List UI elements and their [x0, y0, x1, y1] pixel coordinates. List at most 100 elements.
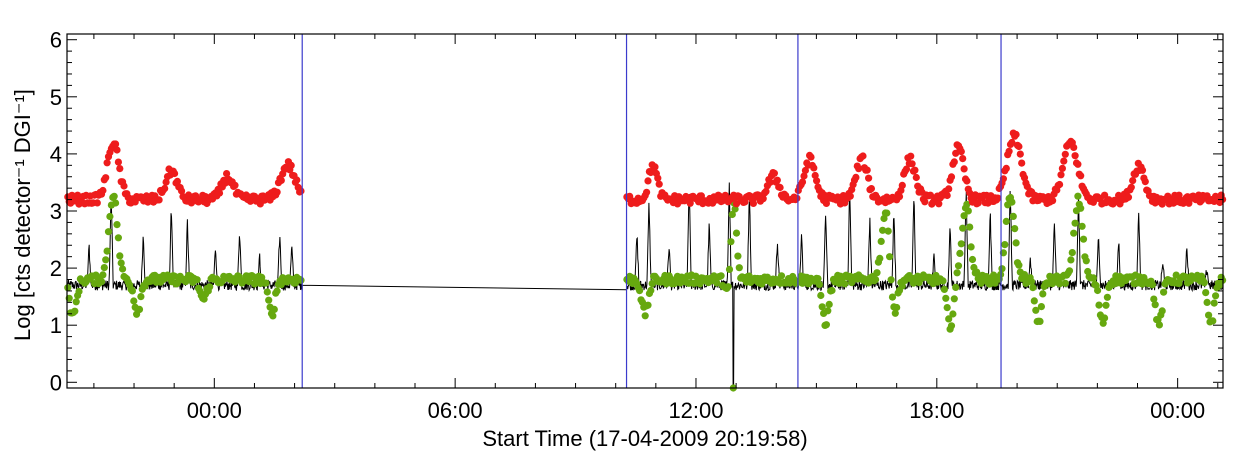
green-series-point — [888, 293, 897, 301]
green-series-point — [1056, 280, 1064, 288]
red-series-point — [994, 194, 1002, 202]
red-series-point — [287, 161, 295, 169]
red-series-point — [959, 155, 967, 163]
green-series-point — [939, 277, 947, 285]
green-series-point — [1012, 239, 1020, 247]
green-series-point — [817, 291, 825, 300]
red-series-point — [1070, 143, 1078, 151]
red-series-point — [155, 196, 163, 204]
green-series-point — [1103, 293, 1111, 301]
red-series-point — [1049, 197, 1057, 205]
green-series-point — [727, 238, 735, 246]
green-series-point — [273, 287, 281, 295]
red-series-point — [277, 176, 285, 184]
green-series-point — [947, 322, 956, 330]
green-series-point — [1015, 261, 1023, 269]
green-series-point — [1079, 235, 1088, 243]
green-series-point — [112, 199, 120, 207]
green-series-point — [117, 259, 125, 267]
green-series-point — [1200, 279, 1208, 287]
red-series-point — [1012, 130, 1020, 139]
green-series-point — [114, 234, 122, 242]
green-series-point — [814, 275, 822, 283]
green-series-point — [957, 240, 965, 248]
green-series-point — [636, 287, 644, 295]
red-series-point — [686, 199, 694, 207]
data-layer — [64, 129, 1227, 392]
red-series-point — [120, 182, 128, 190]
red-series-point — [957, 148, 965, 156]
green-series-point — [1009, 212, 1017, 220]
green-series-point — [824, 307, 832, 315]
green-series-point — [966, 223, 974, 231]
red-series-point — [173, 177, 181, 185]
red-series — [64, 129, 1227, 208]
green-series-point — [1082, 257, 1090, 265]
red-series-point — [103, 159, 111, 167]
green-series-point — [103, 247, 111, 255]
y-tick-label: 4 — [50, 142, 62, 167]
green-series-point — [945, 315, 953, 323]
green-series-point — [1068, 249, 1076, 257]
red-series-point — [1141, 178, 1149, 186]
green-series-point — [1071, 219, 1079, 227]
green-series-point — [270, 305, 278, 313]
green-series-point — [1155, 321, 1163, 329]
green-series-point — [886, 253, 894, 261]
red-series-point — [859, 152, 867, 160]
green-series-point — [1077, 204, 1085, 212]
green-series-point — [245, 278, 253, 286]
green-series-point — [1061, 279, 1069, 287]
green-series-point — [1078, 222, 1086, 230]
red-series-point — [810, 164, 818, 172]
red-series-point — [807, 153, 815, 161]
red-series-point — [895, 193, 904, 201]
green-series-point — [99, 271, 107, 279]
green-series-point — [1212, 292, 1220, 300]
red-series-point — [655, 180, 663, 188]
green-series-point — [713, 279, 721, 287]
green-series-point — [75, 287, 83, 296]
red-series-point — [1018, 159, 1026, 167]
red-series-point — [162, 178, 170, 186]
green-series-point — [952, 283, 960, 291]
green-series-point — [1039, 290, 1047, 298]
green-series-point — [206, 283, 214, 291]
green-series-point — [1027, 277, 1036, 286]
green-series-point — [1032, 306, 1040, 314]
green-series-point — [880, 214, 888, 223]
green-series-point — [898, 282, 906, 290]
green-series-point — [877, 237, 885, 245]
red-series-point — [74, 191, 82, 199]
plot-frame — [66, 33, 1224, 389]
red-series-point — [112, 140, 120, 148]
green-series-point — [72, 298, 80, 306]
red-series-point — [1056, 180, 1064, 189]
green-series-point — [954, 262, 963, 270]
green-series-point — [1037, 303, 1045, 311]
green-series-point — [100, 264, 108, 272]
y-tick-label: 5 — [50, 85, 62, 110]
green-series-point — [97, 278, 106, 286]
red-series-point — [912, 173, 920, 182]
green-series-point — [1001, 241, 1009, 249]
green-series-point — [119, 265, 127, 273]
red-series-point — [644, 177, 652, 185]
green-series-point — [1160, 288, 1168, 296]
green-series-point — [876, 254, 884, 262]
red-series-point — [902, 165, 911, 173]
green-series-point — [1151, 301, 1159, 309]
red-series-point — [1058, 164, 1066, 172]
green-series-point — [973, 268, 981, 276]
black-line-series — [66, 182, 1223, 389]
red-series-point — [1124, 193, 1133, 201]
green-series-point — [873, 269, 881, 277]
green-series-point — [725, 265, 734, 273]
green-series-point — [1002, 217, 1010, 225]
x-tick-label: 00:00 — [187, 398, 242, 423]
green-series-point — [959, 224, 967, 232]
green-series-point — [128, 287, 136, 295]
green-series-point — [1065, 267, 1074, 275]
red-series-point — [99, 186, 107, 195]
green-series-point — [265, 296, 273, 304]
